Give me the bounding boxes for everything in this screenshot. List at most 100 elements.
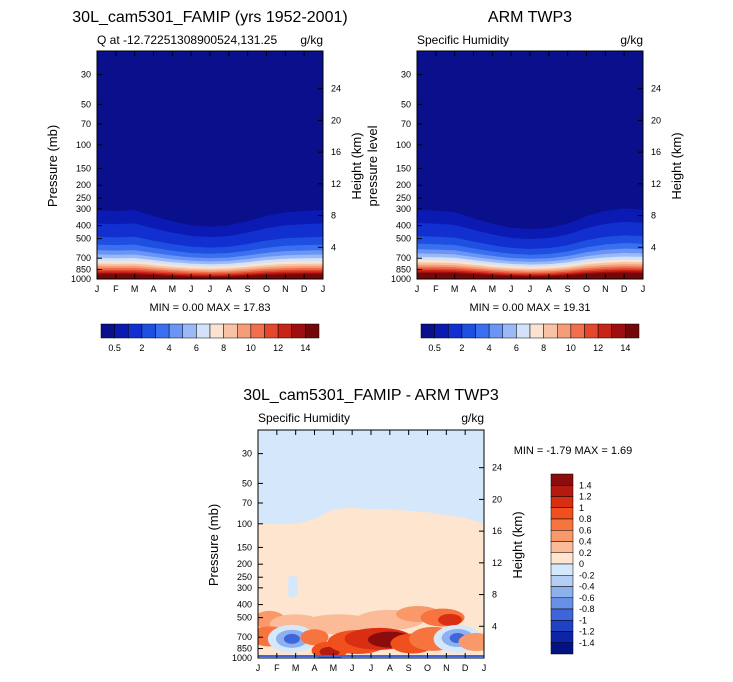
colorbar-box [584,323,599,339]
panel-model-field [97,51,323,279]
y-tick-label: 700 [237,632,252,642]
y2-tick-label: 12 [331,179,341,189]
colorbar-box [168,323,183,339]
y-tick-label: 700 [76,253,91,263]
colorbar-box [141,323,156,339]
y-tick-label: 70 [401,119,411,129]
panel-model-title: 30L_cam5301_FAMIP (yrs 1952-2001) [72,9,347,26]
y-tick-label: 50 [401,99,411,109]
colorbar-label: 0.2 [579,548,592,558]
x-tick-label: J [95,284,100,294]
x-tick-label: F [113,284,119,294]
colorbar-label: 14 [300,343,310,353]
x-tick-label: J [641,284,646,294]
y2-tick-label: 24 [651,84,661,94]
y-tick-label: 1000 [232,653,252,663]
y-tick-label: 100 [76,140,91,150]
colorbar-box [420,323,435,339]
x-tick-label: J [321,284,326,294]
colorbar-box [100,323,115,339]
colorbar-label: 8 [221,343,226,353]
x-tick-label: N [602,284,609,294]
x-tick-label: M [169,284,177,294]
x-tick-label: F [433,284,439,294]
colorbar-box [291,323,306,339]
colorbar-box [182,323,197,339]
x-tick-label: N [282,284,289,294]
y-tick-label: 50 [242,478,252,488]
y2-tick-label: 20 [651,115,661,125]
colorbar-box [550,507,574,520]
colorbar-label: 2 [459,343,464,353]
colorbar-box [434,323,449,339]
colorbar-box [277,323,292,339]
colorbar-box [625,323,640,339]
y-tick-label: 850 [396,265,411,275]
colorbar-box [128,323,143,339]
panel-diff: 30L_cam5301_FAMIP - ARM TWP3 Specific Hu… [206,387,632,673]
y-tick-label: 400 [396,221,411,231]
panel-model: 30L_cam5301_FAMIP (yrs 1952-2001) Q at -… [45,9,364,314]
panel-obs-y2label: Height (km) [669,132,684,199]
colorbar-box [516,323,531,339]
colorbar-label: 0.6 [579,525,592,535]
y-tick-label: 250 [237,572,252,582]
y2-tick-label: 16 [492,526,502,536]
panel-diff-stats: MIN = -1.79 MAX = 1.69 [514,445,633,457]
colorbar-box [209,323,224,339]
x-tick-label: F [274,663,280,673]
colorbar-label: 1.2 [579,492,592,502]
colorbar-label: -1.4 [579,638,595,648]
x-tick-label: M [330,663,338,673]
colorbar-box [550,631,574,643]
colorbar-label: 6 [514,343,519,353]
x-tick-label: S [406,663,412,673]
x-tick-label: O [424,663,431,673]
colorbar-box [550,530,574,542]
x-tick-label: A [150,284,156,294]
y2-tick-label: 16 [331,147,341,157]
y-tick-label: 850 [237,644,252,654]
y2-tick-label: 20 [492,494,502,504]
x-tick-label: J [369,663,374,673]
colorbar-label: -0.8 [579,604,595,614]
colorbar-label: 1 [579,503,584,513]
colorbar-box [550,485,574,497]
y-tick-label: 250 [76,193,91,203]
colorbar-box [570,323,585,339]
panel-diff-field [258,430,484,658]
colorbar-box [550,541,574,553]
y-tick-label: 850 [76,265,91,275]
x-tick-label: D [621,284,628,294]
colorbar-box [550,518,574,531]
x-tick-label: J [350,663,355,673]
y-tick-label: 1000 [71,274,91,284]
x-tick-label: A [546,284,552,294]
contour-blob [287,587,298,598]
x-tick-label: J [256,663,261,673]
colorbar-label: 1.4 [579,480,592,490]
x-tick-label: D [301,284,308,294]
x-tick-label: J [528,284,533,294]
x-tick-label: A [387,663,393,673]
y-tick-label: 150 [396,163,411,173]
x-tick-label: M [451,284,459,294]
y-tick-label: 30 [401,70,411,80]
colorbar-box [196,323,211,339]
panel-obs-stats: MIN = 0.00 MAX = 19.31 [469,302,590,314]
colorbar-box [448,323,463,339]
panel-obs-field [417,51,643,279]
panel-diff-ylabel: Pressure (mb) [206,504,221,586]
colorbar-label: 6 [194,343,199,353]
colorbar-box [250,323,265,339]
y2-tick-label: 8 [331,211,336,221]
y-tick-label: 100 [396,140,411,150]
colorbar-label: -1 [579,615,587,625]
y2-tick-label: 16 [651,147,661,157]
colorbar-box [550,620,574,632]
y2-tick-label: 12 [651,179,661,189]
contour-blob [458,633,484,652]
panel-diff-y2label: Height (km) [510,511,525,578]
